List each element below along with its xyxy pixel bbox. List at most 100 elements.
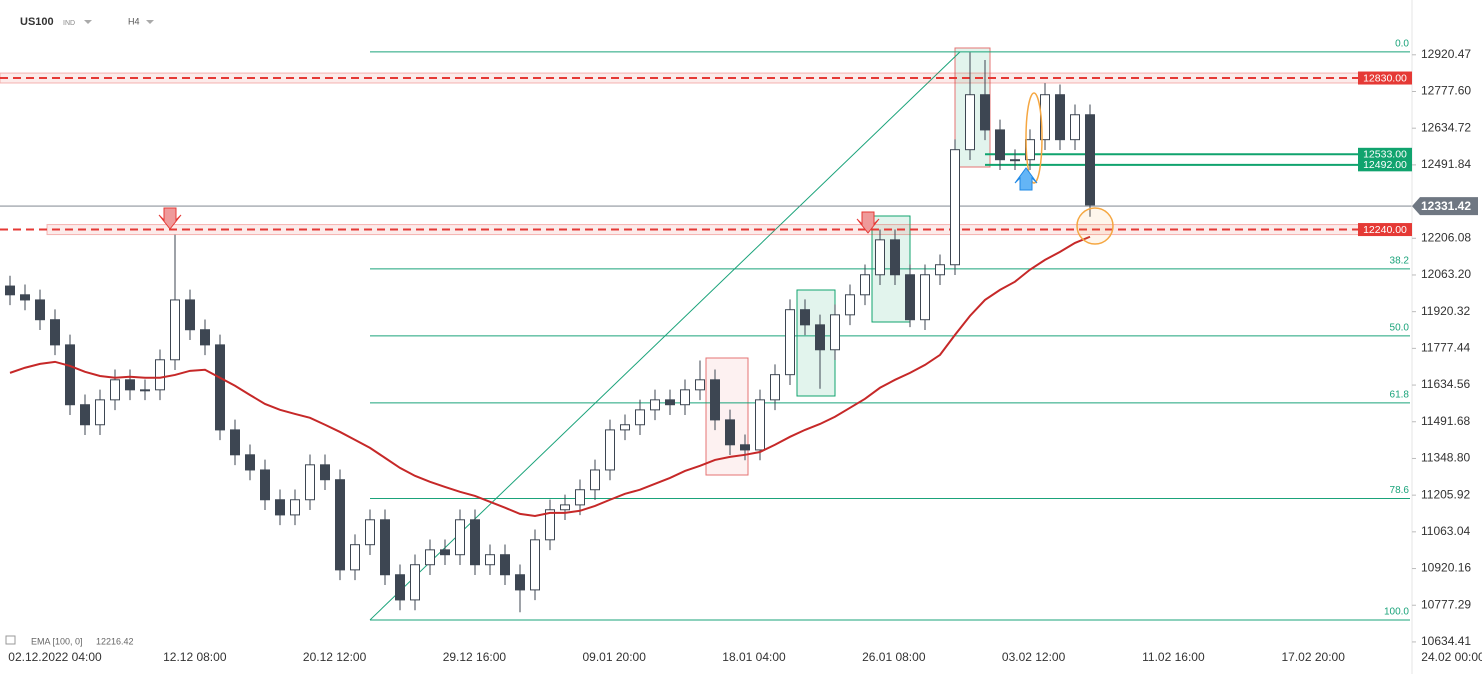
candle-body bbox=[65, 344, 75, 406]
y-tick-label: 12634.72 bbox=[1421, 120, 1471, 134]
candle-body bbox=[125, 379, 135, 391]
candle-body bbox=[935, 264, 945, 276]
candle-body bbox=[260, 469, 270, 501]
candle-body bbox=[1055, 94, 1065, 141]
candle-body bbox=[590, 469, 600, 491]
dropdown-caret[interactable] bbox=[84, 20, 92, 24]
y-tick-label: 11348.80 bbox=[1421, 451, 1470, 465]
candle-body bbox=[245, 454, 255, 471]
ema-line bbox=[9, 235, 1091, 517]
candle-body bbox=[50, 319, 60, 346]
level-tag bbox=[1358, 71, 1412, 85]
y-tick-label: 12920.47 bbox=[1421, 47, 1471, 61]
y-tick-label: 12063.20 bbox=[1421, 267, 1471, 281]
candle-body bbox=[500, 554, 510, 576]
candle-body bbox=[380, 519, 390, 576]
candle-body bbox=[35, 299, 45, 321]
fib-label: 0.0 bbox=[1395, 38, 1409, 49]
x-tick-label: 24.02 00:00 bbox=[1421, 650, 1482, 664]
candle-body bbox=[980, 94, 990, 131]
candle-body bbox=[395, 574, 405, 601]
x-tick-label: 20.12 12:00 bbox=[303, 650, 367, 664]
level-label: 12533.00 bbox=[1363, 149, 1407, 161]
sell-arrow bbox=[158, 207, 182, 230]
legend-value: 12216.42 bbox=[96, 636, 134, 646]
candle-body bbox=[425, 549, 435, 566]
candle-body bbox=[965, 94, 975, 151]
level-tag bbox=[1358, 158, 1412, 172]
x-tick-label: 03.02 12:00 bbox=[1002, 650, 1066, 664]
candle-body bbox=[410, 564, 420, 601]
y-tick-label: 11634.56 bbox=[1421, 377, 1470, 391]
sell-arrow bbox=[856, 211, 880, 234]
plot-area: 0.0 38.2 50.0 61.8 78.6 100.0 bbox=[0, 38, 1413, 621]
current-price-label: 12331.42 bbox=[1421, 199, 1471, 213]
candle-body bbox=[290, 499, 300, 516]
candle-body bbox=[560, 504, 570, 511]
candle-body bbox=[1085, 114, 1095, 206]
candle-body bbox=[695, 379, 705, 391]
y-tick-label: 12777.60 bbox=[1421, 84, 1471, 98]
header: US100 IND H4 bbox=[20, 16, 154, 28]
y-tick-label: 10634.41 bbox=[1421, 634, 1471, 648]
instrument-type: IND bbox=[63, 20, 75, 27]
candle-body bbox=[275, 499, 285, 516]
legend-icon[interactable] bbox=[5, 635, 16, 645]
fib-trendline bbox=[369, 51, 961, 621]
candle-body bbox=[875, 239, 885, 276]
legend: EMA [100, 0] 12216.42 bbox=[5, 635, 134, 646]
candle-body bbox=[770, 374, 780, 401]
y-tick-label: 10777.29 bbox=[1421, 597, 1471, 611]
candle-body bbox=[635, 409, 645, 426]
y-tick-label: 12206.08 bbox=[1421, 230, 1471, 244]
y-tick-label: 10920.16 bbox=[1421, 561, 1471, 575]
overlay bbox=[158, 92, 1114, 245]
buy-arrow bbox=[1014, 167, 1038, 191]
current-price-tag bbox=[1412, 197, 1478, 216]
candle-body bbox=[95, 399, 105, 426]
candle-body bbox=[5, 285, 15, 296]
candle-body bbox=[665, 399, 675, 406]
candle-body bbox=[785, 309, 795, 376]
annotations bbox=[705, 47, 991, 476]
candle-body bbox=[230, 429, 240, 456]
candle-body bbox=[320, 464, 330, 481]
symbol: US100 bbox=[20, 16, 54, 28]
fib-label: 100.0 bbox=[1384, 607, 1409, 618]
candle-body bbox=[815, 324, 825, 351]
candle-body bbox=[1070, 114, 1080, 141]
candle-body bbox=[305, 464, 315, 501]
fib-label: 50.0 bbox=[1390, 323, 1410, 334]
legend-label: EMA [100, 0] bbox=[31, 636, 83, 646]
candle-body bbox=[830, 314, 840, 351]
candle-body bbox=[740, 444, 750, 451]
candle-body bbox=[950, 149, 960, 266]
candle-body bbox=[515, 574, 525, 591]
y-tick-label: 11063.04 bbox=[1421, 524, 1470, 538]
candle-body bbox=[650, 399, 660, 411]
x-tick-label: 17.02 20:00 bbox=[1281, 650, 1345, 664]
candle-body bbox=[470, 519, 480, 566]
candle-body bbox=[485, 554, 495, 566]
candle-body bbox=[215, 344, 225, 431]
x-tick-label: 26.01 08:00 bbox=[862, 650, 926, 664]
level-tag bbox=[1358, 147, 1412, 161]
candle-body bbox=[605, 429, 615, 471]
candle-body bbox=[800, 309, 810, 326]
level-tag bbox=[1358, 223, 1412, 237]
y-tick-label: 11491.68 bbox=[1421, 414, 1470, 428]
dropdown-caret[interactable] bbox=[146, 20, 154, 24]
candle-body bbox=[710, 379, 720, 421]
candle-body bbox=[725, 419, 735, 446]
candle-body bbox=[155, 359, 165, 391]
candle-body bbox=[1025, 139, 1035, 161]
candle-body bbox=[530, 539, 540, 591]
timeframe[interactable]: H4 bbox=[128, 16, 140, 26]
candle-body bbox=[170, 299, 180, 361]
level-label: 12830.00 bbox=[1363, 72, 1407, 84]
candle-body bbox=[905, 274, 915, 321]
candle-body bbox=[350, 544, 360, 571]
fib-label: 61.8 bbox=[1390, 390, 1410, 401]
x-tick-label: 02.12.2022 04:00 bbox=[8, 650, 102, 664]
